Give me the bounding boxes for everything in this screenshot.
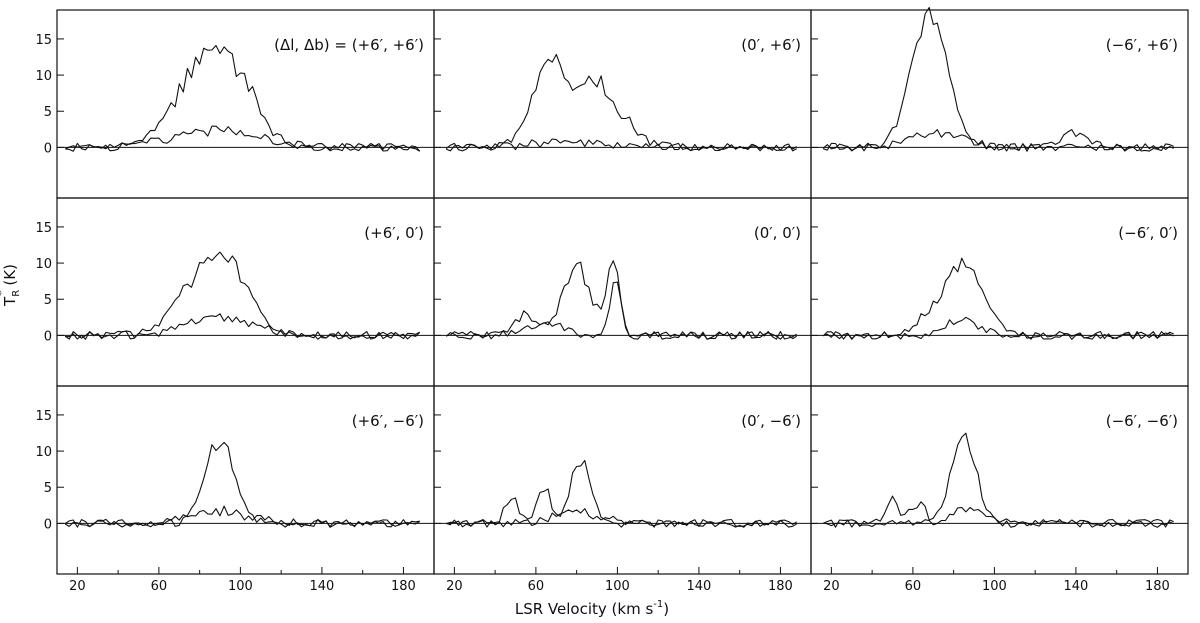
y-tick-label: 5 [44,105,52,120]
x-tick-label: 180 [391,579,416,594]
axis-text-layer: TR* (K) LSR Velocity (km s-1) [0,264,669,618]
spectrum-line-2 [445,138,797,152]
spectrum-line-1 [65,251,420,340]
x-tick-label: 20 [823,579,840,594]
y-tick-label: 15 [35,221,52,236]
x-tick-label: 140 [687,579,712,594]
y-axis-title-main: T [1,296,19,307]
spectrum-line-1 [446,459,797,528]
y-tick-label: 5 [44,293,52,308]
spectrum-line-1 [823,6,1174,152]
x-tick-label: 60 [528,579,545,594]
panel-offset-label: (+6′, 0′) [364,224,424,242]
y-tick-label: 0 [44,517,52,532]
spectrum-line-2 [64,505,420,528]
y-tick-label: 15 [35,33,52,48]
x-tick-label: 20 [69,579,86,594]
spectrum-line-2 [823,316,1174,340]
spectrum-line-1 [64,44,421,152]
panel-offset-label: (0′, +6′) [741,36,801,54]
x-axis-title-sup: -1 [653,599,663,610]
panel-offset-label: (−6′, −6′) [1106,412,1178,430]
x-tick-label: 60 [905,579,922,594]
y-tick-label: 5 [44,481,52,496]
x-axis-title: LSR Velocity (km s-1) [515,599,669,618]
panel-3: (−6′, +6′) [810,6,1189,199]
x-tick-label: 20 [446,579,463,594]
spectrum-line-2 [823,506,1174,528]
spectrum-line-1 [822,257,1174,340]
panel-2: (0′, +6′) [433,9,812,199]
x-axis-title-end: ) [663,600,669,618]
y-axis-title-sup: * [0,290,8,296]
x-tick-label: 180 [768,579,793,594]
x-tick-label: 180 [1145,579,1170,594]
x-tick-label: 100 [228,579,253,594]
spectrum-line-1 [822,432,1174,528]
x-tick-label: 100 [982,579,1007,594]
panel-offset-label: (+6′, −6′) [352,412,424,430]
x-tick-label: 140 [1064,579,1089,594]
x-tick-label: 100 [605,579,630,594]
y-axis-title-end: (K) [1,264,19,290]
panel-5: (0′, 0′) [433,197,812,387]
spectrum-line-2 [446,281,797,340]
spectrum-line-1 [64,441,420,528]
y-tick-label: 15 [35,409,52,424]
x-axis-title-main: LSR Velocity (km s [515,600,654,618]
panel-4: 0 5 10 15 (+6′, 0′) [35,197,435,387]
y-tick-label: 0 [44,141,52,156]
panels-layer: 0 5 10 15 (Δl, Δb) = (+6′, +6′) (0′, +6′) (−6′… [35,6,1189,594]
x-tick-label: 140 [310,579,335,594]
y-tick-label: 0 [44,329,52,344]
y-tick-label: 10 [35,69,52,84]
panel-9: 20 60 100 140 180 (−6′, −6′) [810,385,1189,594]
x-tick-label: 60 [151,579,168,594]
panel-7: 0 5 10 15 20 60 100 140 180 (+6′, −6′) [35,385,435,594]
panel-offset-label: (Δl, Δb) = (+6′, +6′) [274,36,424,54]
panel-6: (−6′, 0′) [810,197,1189,387]
spectrum-line-1 [445,260,797,340]
panel-1: 0 5 10 15 (Δl, Δb) = (+6′, +6′) [35,9,435,199]
spectrum-line-2 [64,313,421,340]
spectrum-line-2 [65,125,420,152]
panel-offset-label: (−6′, +6′) [1106,36,1178,54]
panel-offset-label: (0′, 0′) [754,224,801,242]
y-tick-label: 10 [35,257,52,272]
spectrum-line-1 [445,53,797,152]
y-tick-label: 10 [35,445,52,460]
y-axis-title-sub: R [11,290,22,297]
y-axis-title: TR* (K) [0,264,22,307]
panel-offset-label: (−6′, 0′) [1118,224,1178,242]
panel-offset-label: (0′, −6′) [741,412,801,430]
spectrum-line-2 [822,129,1174,152]
panel-frame [810,385,1189,575]
panel-8: 20 60 100 140 180 (0′, −6′) [433,385,812,594]
spectrum-line-2 [446,508,797,528]
